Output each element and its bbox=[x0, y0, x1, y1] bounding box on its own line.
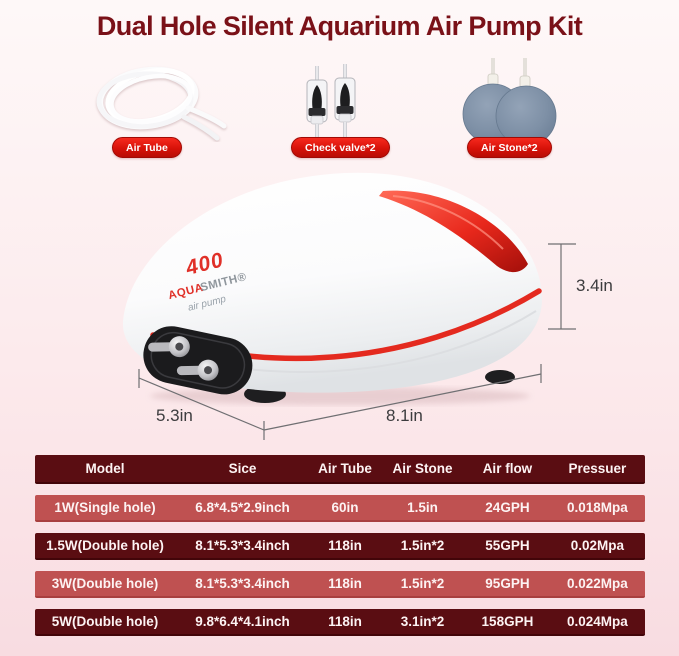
check-valve-label: Check valve*2 bbox=[291, 137, 390, 158]
pump-image: 400 AQUA SMITH® air pump bbox=[122, 172, 543, 405]
spec-cell: 1.5in*2 bbox=[400, 576, 445, 591]
spec-cell: 8.1*5.3*3.4inch bbox=[195, 538, 290, 553]
spec-cell: 158GPH bbox=[481, 614, 534, 629]
air-tube-label-text: Air Tube bbox=[126, 141, 168, 154]
spec-cell: 5W(Double hole) bbox=[51, 614, 159, 629]
spec-cell: 60in bbox=[331, 500, 359, 515]
dimension-width-label: 8.1in bbox=[386, 406, 423, 425]
air-tube-image bbox=[96, 66, 227, 141]
spec-cell: 6.8*4.5*2.9inch bbox=[195, 500, 290, 515]
spec-cell: 9.8*6.4*4.1inch bbox=[195, 614, 290, 629]
spec-cell: 0.018Mpa bbox=[567, 500, 628, 515]
spec-cell: 0.022Mpa bbox=[567, 576, 628, 591]
header-cell-air-tube: Air Tube bbox=[318, 461, 372, 476]
spec-row-1-5w: 1.5W(Double hole) 8.1*5.3*3.4inch 118in … bbox=[35, 533, 645, 560]
dimension-height-label: 3.4in bbox=[576, 276, 613, 295]
header-cell-model: Model bbox=[85, 461, 125, 476]
spec-table-header: Model Sice Air Tube Air Stone Air flow P… bbox=[35, 455, 645, 484]
spec-cell: 8.1*5.3*3.4inch bbox=[195, 576, 290, 591]
spec-cell: 24GPH bbox=[485, 500, 530, 515]
spec-cell: 95GPH bbox=[485, 576, 530, 591]
header-cell-pressure: Pressuer bbox=[568, 461, 627, 476]
spec-cell: 0.024Mpa bbox=[567, 614, 628, 629]
air-stone-label-text: Air Stone*2 bbox=[481, 141, 538, 154]
header-cell-size: Sice bbox=[228, 461, 257, 476]
air-stone-image bbox=[462, 58, 557, 147]
spec-cell: 1.5in bbox=[407, 500, 438, 515]
air-tube-label: Air Tube bbox=[112, 137, 182, 158]
spec-cell: 1.5W(Double hole) bbox=[46, 538, 164, 553]
header-cell-air-stone: Air Stone bbox=[392, 461, 453, 476]
spec-cell: 1.5in*2 bbox=[400, 538, 445, 553]
spec-table: Model Sice Air Tube Air Stone Air flow P… bbox=[35, 455, 645, 636]
nozzle-panel bbox=[143, 326, 253, 395]
page-title: Dual Hole Silent Aquarium Air Pump Kit bbox=[96, 11, 583, 41]
spec-cell: 1W(Single hole) bbox=[54, 500, 156, 515]
dimension-depth-label: 5.3in bbox=[156, 406, 193, 425]
spec-cell: 3W(Double hole) bbox=[51, 576, 159, 591]
spec-row-3w: 3W(Double hole) 8.1*5.3*3.4inch 118in 1.… bbox=[35, 571, 645, 598]
spec-row-5w: 5W(Double hole) 9.8*6.4*4.1inch 118in 3.… bbox=[35, 609, 645, 636]
spec-cell: 118in bbox=[328, 538, 362, 553]
spec-cell: 3.1in*2 bbox=[400, 614, 445, 629]
spec-cell: 0.02Mpa bbox=[570, 538, 625, 553]
spec-row-1w: 1W(Single hole) 6.8*4.5*2.9inch 60in 1.5… bbox=[35, 495, 645, 522]
header-cell-air-flow: Air flow bbox=[482, 461, 533, 476]
air-stone-label: Air Stone*2 bbox=[467, 137, 552, 158]
spec-cell: 118in bbox=[328, 614, 362, 629]
spec-cell: 55GPH bbox=[485, 538, 530, 553]
spec-cell: 118in bbox=[328, 576, 362, 591]
check-valve-label-text: Check valve*2 bbox=[305, 141, 376, 154]
